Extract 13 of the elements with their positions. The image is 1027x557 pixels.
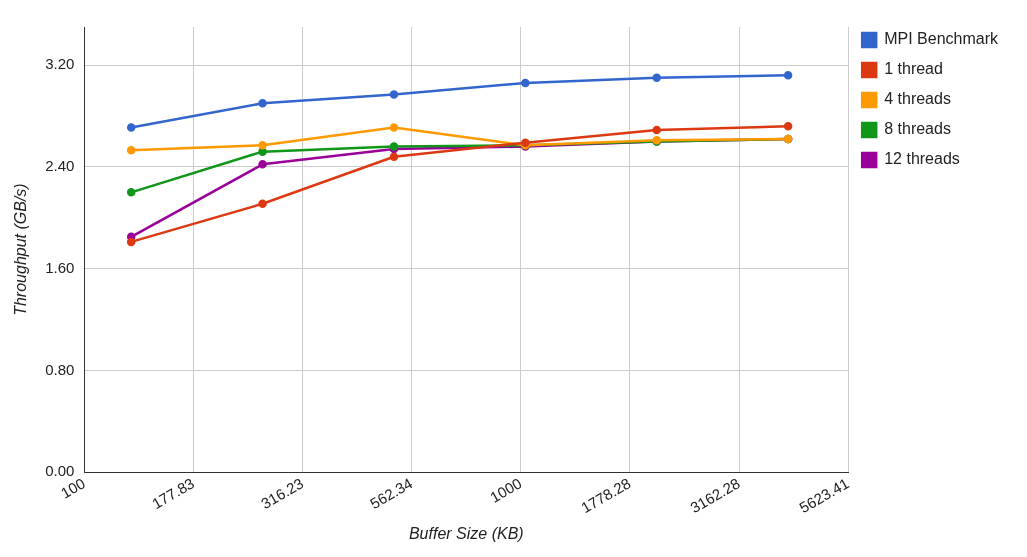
y-tick-label: 1.60 <box>45 258 75 276</box>
legend-label: 4 threads <box>884 90 951 108</box>
y-axis-title: Throughput (GB/s) <box>12 183 30 316</box>
x-axis-title: Buffer Size (KB) <box>408 524 524 542</box>
x-tick-label: 1000 <box>487 474 525 506</box>
legend-label: 12 threads <box>884 150 960 168</box>
legend-label: 8 threads <box>884 120 951 138</box>
y-tick-label: 3.20 <box>45 55 75 73</box>
y-tick-label: 2.40 <box>45 157 75 175</box>
y-tick-label: 0.00 <box>45 462 75 480</box>
legend-label: MPI Benchmark <box>884 30 999 48</box>
y-tick-label: 0.80 <box>45 360 75 378</box>
legend-label: 1 thread <box>884 60 943 78</box>
